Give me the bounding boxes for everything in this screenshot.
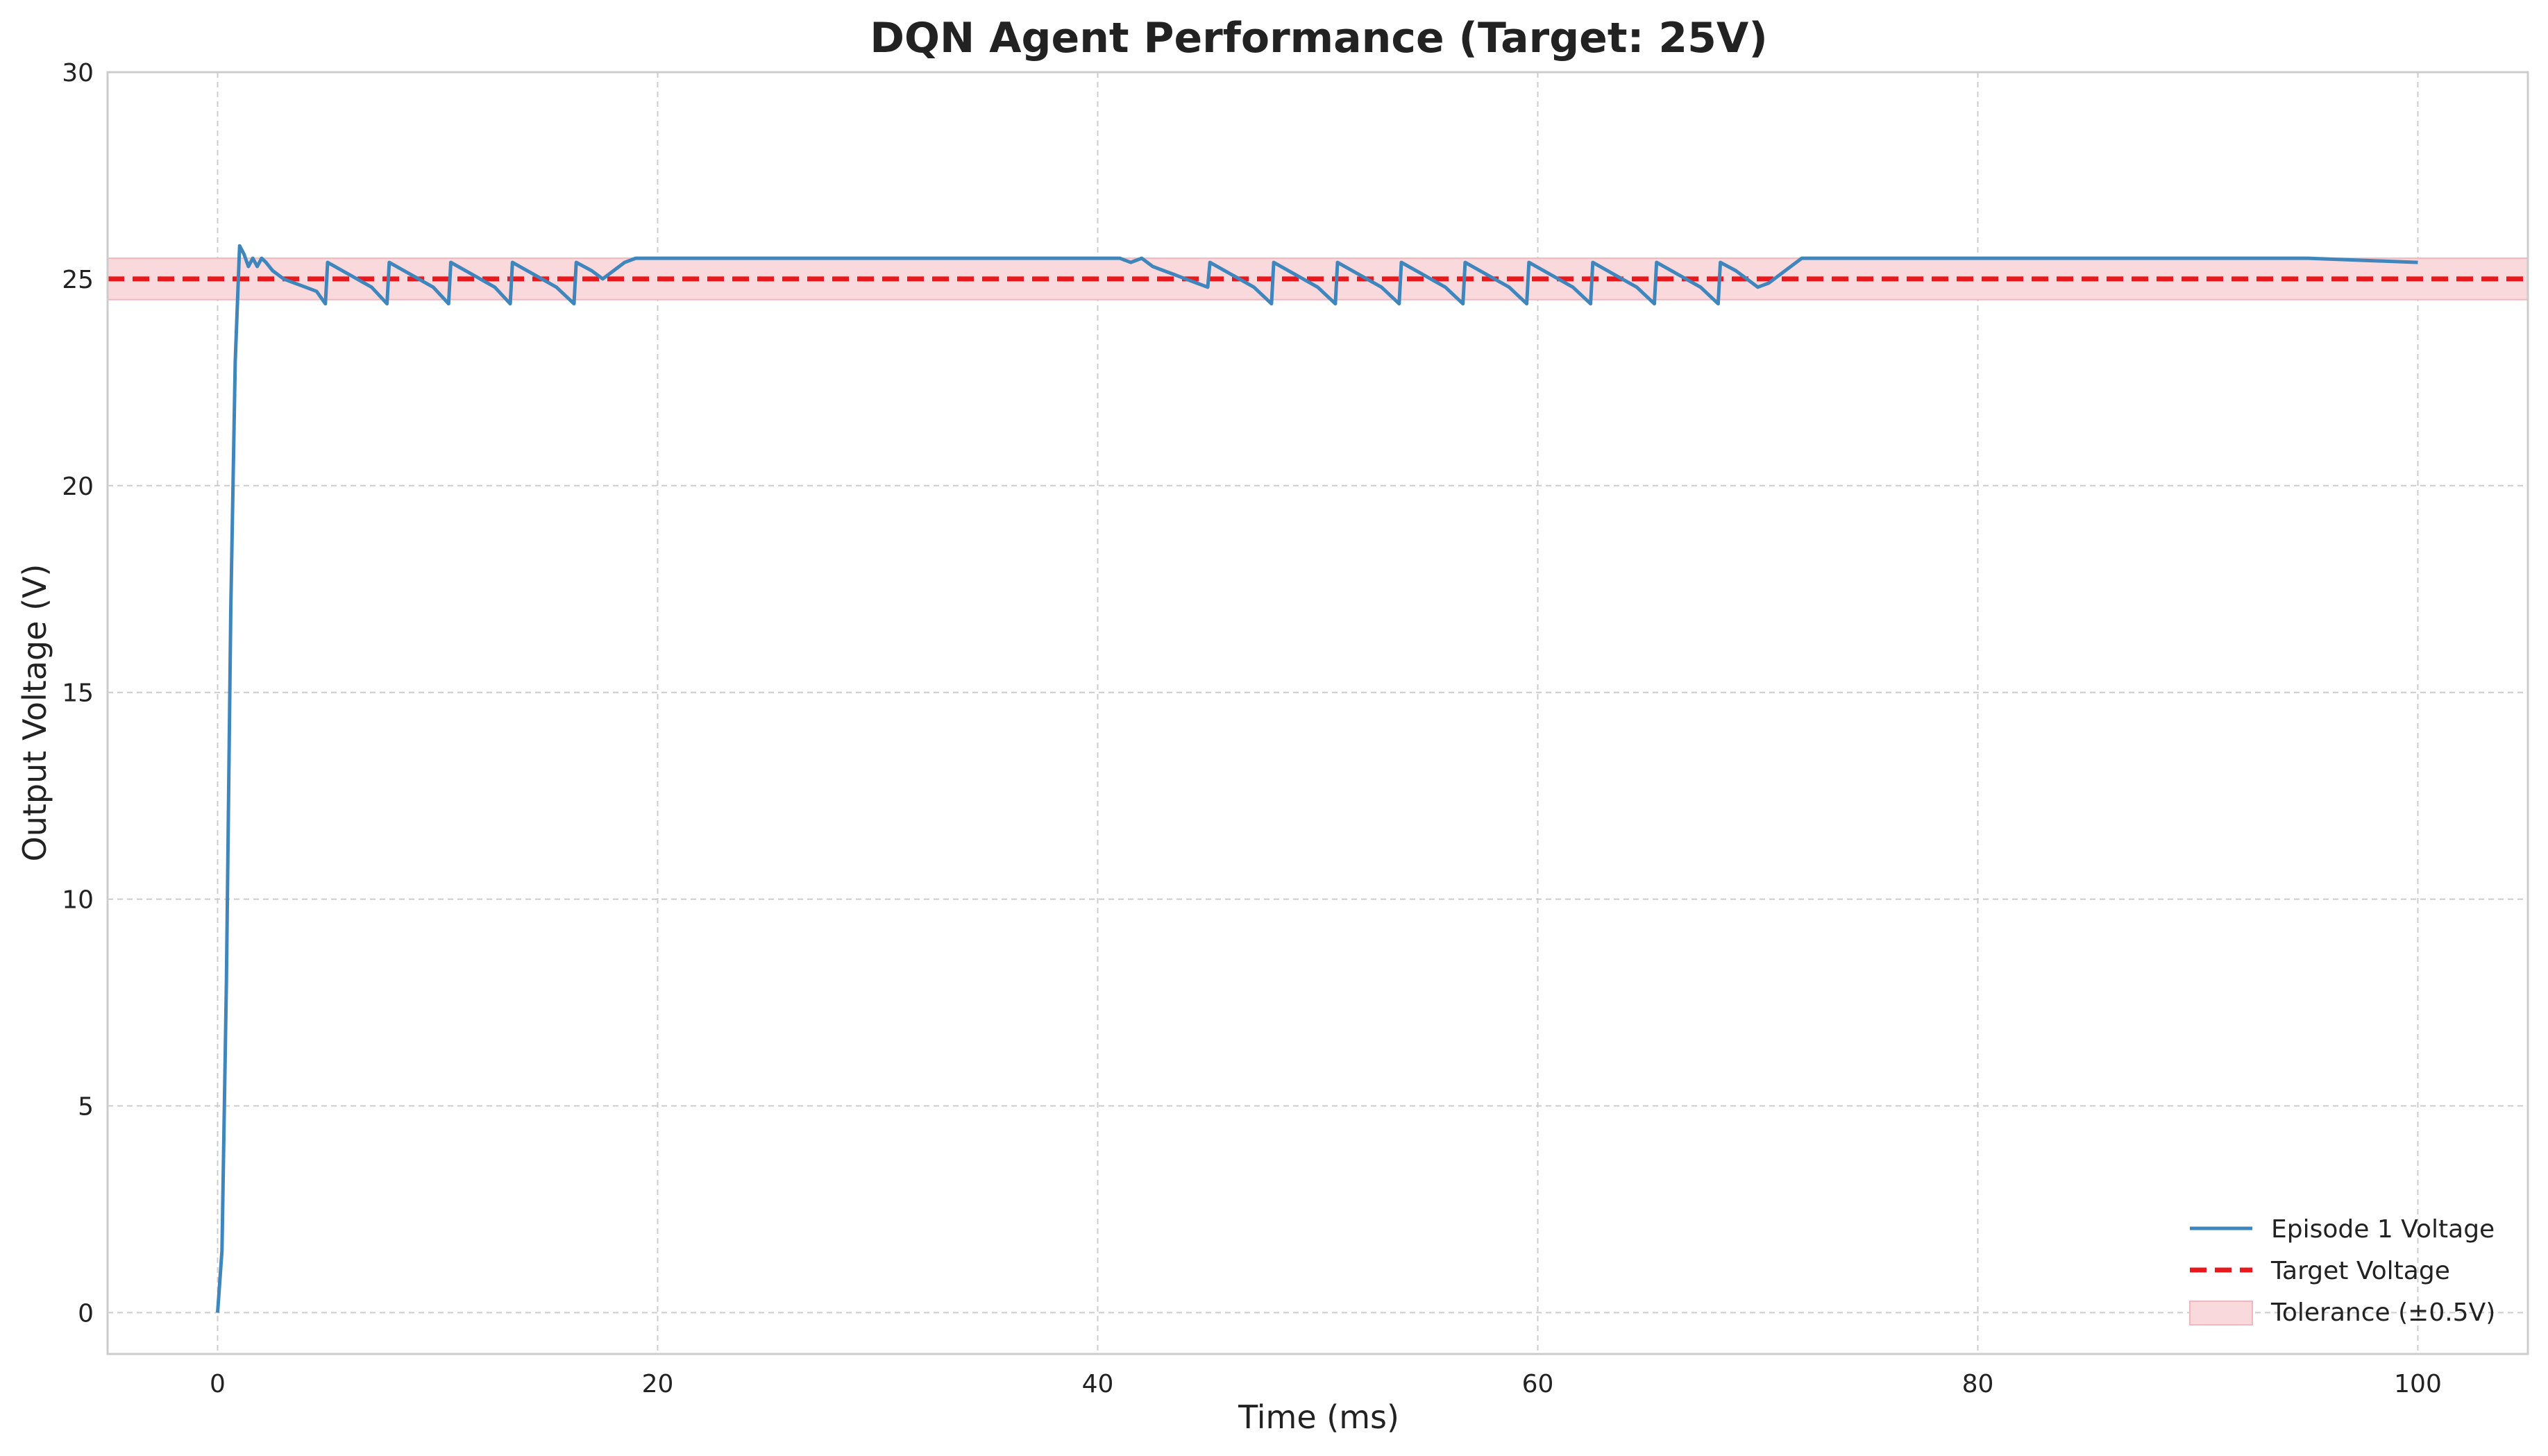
- x-tick-label: 40: [1082, 1370, 1114, 1398]
- plot-frame: [106, 71, 2529, 1355]
- legend-label-tolerance: Tolerance (±0.5V): [2270, 1298, 2495, 1327]
- x-tick-label: 60: [1522, 1370, 1554, 1398]
- x-tick-label: 80: [1962, 1370, 1994, 1398]
- chart-title: DQN Agent Performance (Target: 25V): [870, 14, 1768, 62]
- episode-1-voltage-line: [216, 244, 2418, 1313]
- y-tick-label: 20: [62, 473, 94, 501]
- y-axis-ticks: 0 5 10 15 20 25 30: [62, 59, 94, 1328]
- x-tick-label: 20: [642, 1370, 674, 1398]
- y-tick-label: 0: [78, 1299, 94, 1328]
- x-tick-label: 100: [2394, 1370, 2442, 1398]
- x-tick-label: 0: [210, 1370, 226, 1398]
- x-axis-ticks: 0 20 40 60 80 100: [210, 1370, 2442, 1398]
- x-axis-label: Time (ms): [1238, 1398, 1399, 1436]
- y-tick-label: 15: [62, 679, 94, 708]
- y-tick-label: 30: [62, 59, 94, 87]
- legend-label-episode-1-voltage: Episode 1 Voltage: [2271, 1215, 2495, 1244]
- y-tick-label: 10: [62, 886, 94, 915]
- legend: Episode 1 Voltage Target Voltage Toleran…: [2189, 1215, 2495, 1327]
- y-tick-label: 25: [62, 266, 94, 294]
- y-tick-label: 5: [78, 1093, 94, 1121]
- legend-swatch-tolerance: [2189, 1301, 2253, 1326]
- legend-label-target-voltage: Target Voltage: [2270, 1257, 2450, 1285]
- y-axis-label: Output Voltage (V): [16, 564, 53, 862]
